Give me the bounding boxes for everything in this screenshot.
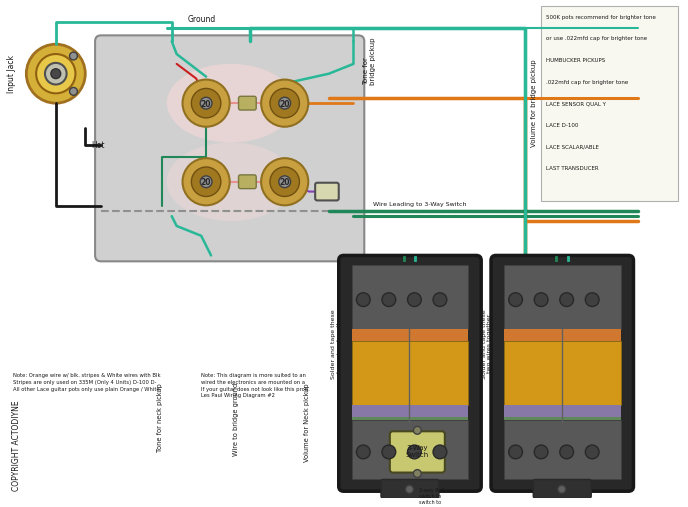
FancyBboxPatch shape (239, 175, 256, 189)
Circle shape (535, 293, 548, 307)
Ellipse shape (166, 142, 294, 221)
Bar (504, 417, 621, 420)
Circle shape (191, 88, 221, 118)
Text: Input Jack: Input Jack (7, 55, 16, 93)
FancyBboxPatch shape (541, 6, 678, 201)
Text: 3-Way
Switch: 3-Way Switch (406, 446, 429, 458)
Circle shape (560, 293, 574, 307)
Text: Tone for
bridge pickup: Tone for bridge pickup (363, 38, 376, 85)
Text: Wire Leading to 3-Way Switch: Wire Leading to 3-Way Switch (373, 202, 466, 207)
FancyBboxPatch shape (338, 256, 481, 491)
FancyBboxPatch shape (315, 183, 338, 200)
Text: COPYRIGHT ACTODIYNE: COPYRIGHT ACTODIYNE (12, 401, 21, 491)
Text: Solder and tape these
two wires together: Solder and tape these two wires together (482, 309, 493, 379)
Circle shape (585, 293, 599, 307)
Bar (352, 405, 469, 417)
Circle shape (508, 445, 522, 459)
Bar (504, 329, 621, 341)
Circle shape (45, 63, 67, 85)
Bar (352, 417, 469, 420)
Text: Ground: Ground (187, 15, 216, 24)
Text: 20: 20 (201, 178, 211, 187)
Ellipse shape (166, 64, 294, 142)
Circle shape (182, 158, 230, 205)
Circle shape (261, 80, 308, 127)
Text: 20: 20 (279, 100, 290, 108)
Circle shape (382, 445, 396, 459)
Text: Volume for bridge pickup: Volume for bridge pickup (531, 59, 537, 147)
FancyBboxPatch shape (381, 480, 439, 498)
Circle shape (191, 167, 221, 197)
Circle shape (508, 293, 522, 307)
Circle shape (200, 176, 212, 188)
Circle shape (585, 445, 599, 459)
Circle shape (535, 445, 548, 459)
Text: .022mfd cap for brighter tone: .022mfd cap for brighter tone (546, 80, 628, 85)
Circle shape (356, 293, 370, 307)
FancyBboxPatch shape (533, 480, 591, 498)
Circle shape (26, 44, 85, 103)
Text: 3-way Belt
switch to
switch to: 3-way Belt switch to switch to (419, 488, 445, 505)
Text: LACE SCALAR/ABLE: LACE SCALAR/ABLE (546, 144, 599, 150)
Bar (352, 265, 469, 329)
Text: Tone for neck pickup: Tone for neck pickup (157, 383, 163, 452)
Text: HUMBUCKER PICKUPS: HUMBUCKER PICKUPS (546, 58, 605, 63)
Text: Solder and tape these
two wires together: Solder and tape these two wires together (332, 309, 342, 379)
Circle shape (433, 293, 447, 307)
Circle shape (407, 445, 421, 459)
Text: Note: Orange wire w/ blk. stripes & White wires with Blk
Stripes are only used o: Note: Orange wire w/ blk. stripes & Whit… (12, 373, 160, 391)
Circle shape (51, 69, 61, 79)
Text: Volume for Neck pickup: Volume for Neck pickup (304, 383, 310, 462)
Circle shape (356, 445, 370, 459)
Text: Note: This diagram is more suited to an
wired the electronics are mounted on a
I: Note: This diagram is more suited to an … (201, 373, 310, 398)
Bar (504, 420, 621, 480)
Circle shape (36, 54, 76, 93)
Bar (352, 341, 469, 405)
Bar (504, 341, 621, 405)
Text: LACE D-100: LACE D-100 (546, 123, 579, 128)
FancyBboxPatch shape (390, 431, 445, 473)
Bar (504, 265, 621, 329)
Text: 500K pots recommend for brighter tone: 500K pots recommend for brighter tone (546, 15, 656, 20)
Circle shape (261, 158, 308, 205)
Circle shape (279, 176, 290, 188)
Text: or use .022mfd cap for brighter tone: or use .022mfd cap for brighter tone (546, 37, 647, 42)
Bar (504, 405, 621, 417)
FancyBboxPatch shape (239, 96, 256, 110)
Circle shape (407, 293, 421, 307)
Circle shape (69, 87, 78, 95)
Text: 20: 20 (279, 178, 290, 187)
Circle shape (558, 485, 566, 493)
Text: Wire to bridge ground: Wire to bridge ground (233, 383, 239, 456)
Circle shape (69, 52, 78, 60)
Circle shape (270, 167, 299, 197)
Text: 20: 20 (201, 100, 211, 108)
Circle shape (433, 445, 447, 459)
Circle shape (270, 88, 299, 118)
Circle shape (560, 445, 574, 459)
FancyBboxPatch shape (491, 256, 634, 491)
Bar (352, 329, 469, 341)
Text: Hot: Hot (92, 141, 105, 150)
Circle shape (279, 97, 290, 109)
Circle shape (382, 293, 396, 307)
Circle shape (182, 80, 230, 127)
Circle shape (413, 426, 421, 434)
Circle shape (405, 485, 413, 493)
Circle shape (413, 469, 421, 478)
FancyBboxPatch shape (95, 35, 364, 261)
Text: LAST TRANSDUCER: LAST TRANSDUCER (546, 166, 599, 171)
Circle shape (200, 97, 212, 109)
Bar (352, 420, 469, 480)
Text: LACE SENSOR QUAL Y: LACE SENSOR QUAL Y (546, 101, 606, 106)
